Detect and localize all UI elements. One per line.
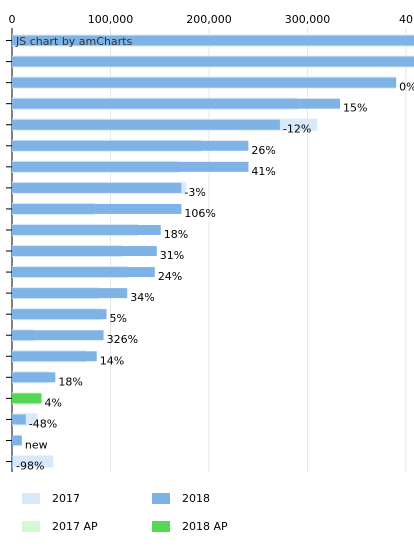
bar-change-label: 15% — [343, 102, 367, 115]
bar-2018[interactable] — [12, 224, 161, 235]
x-tick-label: 40 — [399, 13, 413, 26]
x-tick-label: 0 — [9, 13, 16, 26]
legend-item-2017-ap[interactable]: 2017 AP — [22, 520, 98, 533]
x-tick-label: 200,000 — [186, 13, 232, 26]
bar-change-label: 18% — [164, 228, 188, 241]
bar-change-label: 14% — [100, 354, 124, 367]
x-tick-label: 100,000 — [88, 13, 134, 26]
bar-change-label: 0% — [399, 81, 414, 94]
legend-label-2018: 2018 — [182, 492, 210, 505]
bar-change-label: -48% — [29, 417, 57, 430]
bar-change-label: 24% — [158, 270, 182, 283]
legend-swatch-2017 — [22, 493, 40, 504]
bar-change-label: 4% — [45, 396, 62, 409]
bars — [6, 34, 414, 468]
bar-change-label: -3% — [184, 186, 205, 199]
legend-label-2018-ap: 2018 AP — [182, 520, 228, 533]
legend-item-2018[interactable]: 2018 — [152, 492, 210, 505]
legend-item-2018-ap[interactable]: 2018 AP — [152, 520, 228, 533]
data-labels: 0% 15% -12% 26% 41% -3% 106% 18% 31% 24% 34%5% 326%… — [16, 81, 414, 473]
bar-change-label: 41% — [251, 165, 275, 178]
bar-change-label: 106% — [184, 207, 215, 220]
bar-2018[interactable] — [12, 309, 107, 320]
bar-change-label: 326% — [107, 333, 138, 346]
legend-swatch-2018-ap — [152, 521, 170, 532]
bar-2018[interactable] — [12, 330, 104, 341]
bar-2018[interactable] — [12, 182, 182, 193]
bar-change-label: 18% — [58, 375, 82, 388]
legend-label-2017-ap: 2017 AP — [52, 520, 98, 533]
legend-swatch-2017-ap — [22, 521, 40, 532]
bar-2018[interactable] — [12, 372, 56, 383]
bar-change-label: -98% — [16, 460, 44, 473]
bar-2018[interactable] — [12, 35, 414, 46]
bar-change-label: 5% — [110, 312, 127, 325]
chart-credit[interactable]: JS chart by amCharts — [15, 35, 132, 48]
legend-item-2017[interactable]: 2017 — [22, 492, 80, 505]
bar-2018[interactable] — [12, 393, 42, 404]
bar-2018[interactable] — [12, 288, 128, 299]
bar-2018[interactable] — [12, 161, 249, 172]
bar-2018[interactable] — [12, 98, 341, 109]
bar-2018[interactable] — [12, 246, 157, 257]
bar-2018[interactable] — [12, 267, 155, 278]
bar-change-label: 26% — [251, 144, 275, 157]
bar-change-label: 34% — [130, 291, 154, 304]
bar-change-label: -12% — [283, 123, 311, 136]
bar-2018[interactable] — [12, 414, 26, 425]
bar-2018[interactable] — [12, 77, 397, 88]
bar-2018[interactable] — [12, 203, 182, 214]
x-axis-ticks: 0 100,000 200,000 300,000 40 — [9, 13, 414, 26]
bar-2018[interactable] — [12, 456, 13, 467]
bar-change-label: new — [25, 438, 48, 451]
bar-2018[interactable] — [12, 351, 97, 362]
bar-2018[interactable] — [12, 119, 280, 130]
legend-swatch-2018 — [152, 493, 170, 504]
x-tick-label: 300,000 — [285, 13, 331, 26]
bar-2018[interactable] — [12, 435, 22, 446]
bar-chart: 0 100,000 200,000 300,000 40 0% 15% -12% 26% 41%… — [6, 13, 414, 473]
legend-label-2017: 2017 — [52, 492, 80, 505]
bar-2018[interactable] — [12, 140, 249, 151]
bar-2017[interactable] — [12, 455, 54, 468]
bar-change-label: 31% — [160, 249, 184, 262]
bar-2018[interactable] — [12, 56, 414, 67]
